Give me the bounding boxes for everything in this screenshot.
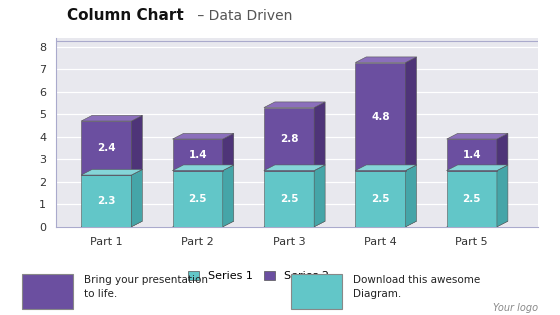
Polygon shape [355,165,417,170]
Polygon shape [172,139,223,170]
Text: Your logo: Your logo [493,303,538,313]
Text: 2.8: 2.8 [280,134,298,144]
Polygon shape [81,121,132,175]
Text: 2.3: 2.3 [97,196,115,206]
Polygon shape [223,165,234,227]
Polygon shape [447,221,508,227]
Polygon shape [355,63,405,170]
Polygon shape [447,170,497,227]
Polygon shape [132,115,142,175]
Polygon shape [81,169,142,175]
Polygon shape [132,169,142,227]
Polygon shape [81,169,142,175]
Polygon shape [264,102,325,107]
Text: 1.4: 1.4 [463,150,481,160]
Text: – Data Driven: – Data Driven [193,9,292,24]
Text: 2.5: 2.5 [371,194,390,204]
Polygon shape [314,165,325,227]
Polygon shape [355,221,417,227]
Polygon shape [264,170,314,227]
Polygon shape [81,221,142,227]
Text: Bring your presentation
to life.: Bring your presentation to life. [84,275,208,299]
Legend: Series 1, Series 2: Series 1, Series 2 [183,266,333,286]
FancyBboxPatch shape [291,274,342,309]
Polygon shape [264,107,314,170]
Polygon shape [314,102,325,170]
Polygon shape [355,170,405,227]
Polygon shape [497,134,508,170]
Polygon shape [355,165,417,170]
Text: Column Chart: Column Chart [67,9,184,24]
Polygon shape [172,170,223,227]
Polygon shape [497,165,508,227]
Polygon shape [405,57,417,170]
Text: 1.4: 1.4 [188,150,207,160]
Polygon shape [447,165,508,170]
Polygon shape [223,134,234,170]
Polygon shape [172,165,234,170]
Polygon shape [264,221,325,227]
Text: Download this awesome
Diagram.: Download this awesome Diagram. [353,275,480,299]
Polygon shape [81,175,132,227]
Text: 2.5: 2.5 [280,194,298,204]
Polygon shape [447,139,497,170]
Polygon shape [172,134,234,139]
Polygon shape [264,165,325,170]
Polygon shape [447,165,508,170]
Polygon shape [172,221,234,227]
Polygon shape [447,134,508,139]
Text: 2.5: 2.5 [463,194,481,204]
FancyBboxPatch shape [22,274,73,309]
Polygon shape [81,115,142,121]
Polygon shape [355,57,417,63]
Text: 2.5: 2.5 [188,194,207,204]
Polygon shape [172,165,234,170]
Text: 4.8: 4.8 [371,112,390,122]
Text: 2.4: 2.4 [97,143,115,153]
Polygon shape [405,165,417,227]
Polygon shape [264,165,325,170]
